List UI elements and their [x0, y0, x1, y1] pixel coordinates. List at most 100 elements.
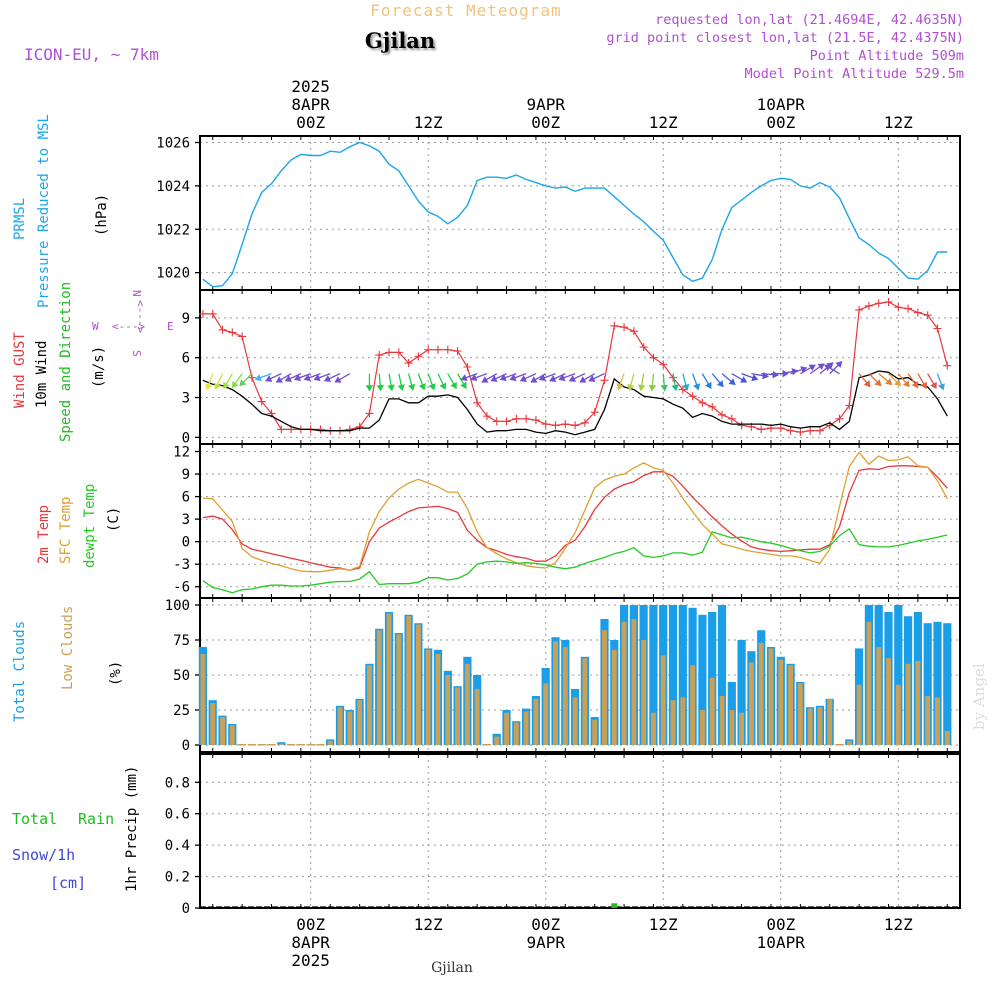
wind-arrow-head — [439, 382, 447, 390]
y-tick-label: -3 — [173, 557, 190, 573]
precip-panel: 0 0.2 0.4 0.6 0.8 — [165, 753, 961, 917]
wind-arrow-head — [530, 376, 538, 383]
wind-arrow-head — [616, 383, 624, 391]
y-tick-label: 0 — [182, 738, 190, 754]
low-cloud-bar — [592, 719, 598, 745]
y-tick-label: 12 — [173, 445, 190, 461]
wind-arrow-head — [728, 378, 736, 386]
rain-bar — [611, 903, 618, 908]
gust-marker — [718, 410, 727, 419]
low-cloud-bar — [876, 647, 882, 745]
low-cloud-bar — [513, 722, 519, 745]
gust-marker — [659, 360, 668, 369]
low-cloud-bar — [396, 634, 402, 745]
top-hour-label: 12Z — [414, 113, 443, 132]
bottom-year-label: 2025 — [291, 951, 330, 970]
low-cloud-bar — [856, 684, 862, 745]
gust-marker — [463, 363, 472, 371]
compass-rose: W E <---> <---> N S — [92, 290, 174, 357]
low-cloud-bar — [327, 740, 333, 745]
gust-marker — [610, 321, 619, 330]
sfc-temp-label: SFC Temp — [58, 497, 74, 564]
wind-arrow-head — [418, 383, 426, 391]
wind-arrow-head — [490, 375, 498, 382]
low-cloud-bar — [455, 687, 460, 745]
gust-marker — [737, 421, 746, 430]
gust-marker — [620, 323, 629, 332]
gust-marker — [698, 398, 707, 407]
wind-arrow-head — [937, 383, 945, 391]
location-title: Gjilan — [365, 28, 435, 53]
low-cloud-bar — [807, 708, 813, 745]
wind-arrow-head — [588, 375, 596, 382]
wind-arrow-head — [205, 383, 213, 391]
gust-marker — [786, 426, 795, 435]
wind-arrow-head — [808, 364, 816, 372]
compass-arrows-v: <---> — [134, 300, 147, 333]
compass-arrows-h: <---> — [112, 320, 145, 333]
low-cloud-bar — [817, 707, 823, 745]
y-tick-label: 0 — [182, 430, 190, 446]
gust-marker — [247, 373, 256, 382]
top-day-label: 10APR — [757, 95, 806, 114]
total-cloud-bar — [737, 640, 746, 745]
panel-frame — [199, 289, 961, 445]
wind-arrow-head — [739, 376, 748, 383]
compass-n: N — [130, 290, 143, 297]
gust-marker — [414, 352, 423, 361]
gust-marker — [512, 414, 521, 423]
wind-arrow-head — [716, 380, 724, 388]
wind-arrow-head — [519, 375, 527, 382]
gust-marker — [806, 426, 815, 435]
wind-arrow-head — [920, 381, 927, 390]
y-tick-label: 0.6 — [165, 807, 190, 823]
low-cloud-bar — [709, 677, 715, 745]
low-cloud-bar — [278, 743, 284, 745]
wind-arrow-head — [223, 381, 230, 390]
gust-marker — [453, 347, 462, 356]
gust-marker — [473, 398, 482, 407]
watermark: by Angel — [970, 663, 988, 730]
wind-arrow-head — [579, 376, 587, 383]
total-cloud-bar — [316, 744, 325, 746]
low-cloud-bar — [895, 684, 901, 745]
gust-marker — [277, 425, 286, 434]
wind-arrow-head — [835, 361, 843, 369]
wind-arrow-head — [303, 374, 311, 382]
gust-marker — [502, 417, 511, 426]
y-tick-label: 75 — [173, 633, 190, 649]
gust-marker — [884, 297, 893, 306]
wind-arrow-head — [671, 384, 679, 392]
low-cloud-bar — [210, 703, 216, 745]
gust-marker — [688, 392, 697, 401]
low-cloud-bar — [357, 700, 363, 745]
low-cloud-bar — [651, 712, 656, 745]
low-cloud-bar — [445, 675, 451, 745]
wind-arrow-head — [902, 380, 910, 388]
clouds-unit: (%) — [108, 661, 124, 686]
wind-arrow-head — [231, 381, 239, 389]
wind-arrow-head — [558, 374, 566, 382]
pressure-label: Pressure Reduced to MSL — [36, 114, 52, 308]
bottom-day-label: 10APR — [757, 933, 806, 952]
snow-label: Snow/1h — [12, 846, 75, 864]
panel-frame — [199, 753, 961, 909]
compass-e: E — [167, 320, 174, 333]
bottom-hour-label: 12Z — [414, 915, 443, 934]
gust-marker — [629, 327, 638, 336]
gust-marker — [541, 420, 550, 429]
low-cloud-bar — [700, 710, 705, 745]
low-cloud-bar — [229, 725, 235, 745]
gust-marker — [424, 345, 433, 354]
total-label: Total — [12, 810, 57, 828]
low-cloud-bar — [553, 641, 558, 745]
low-cloud-bar — [200, 654, 206, 745]
wind-arrow-head — [648, 384, 657, 392]
low-cloud-bar — [631, 619, 637, 745]
bottom-hour-label: 12Z — [884, 915, 913, 934]
total-clouds-label: Total Clouds — [12, 621, 28, 722]
low-cloud-bar — [827, 698, 833, 745]
wind-arrow-head — [284, 375, 292, 382]
